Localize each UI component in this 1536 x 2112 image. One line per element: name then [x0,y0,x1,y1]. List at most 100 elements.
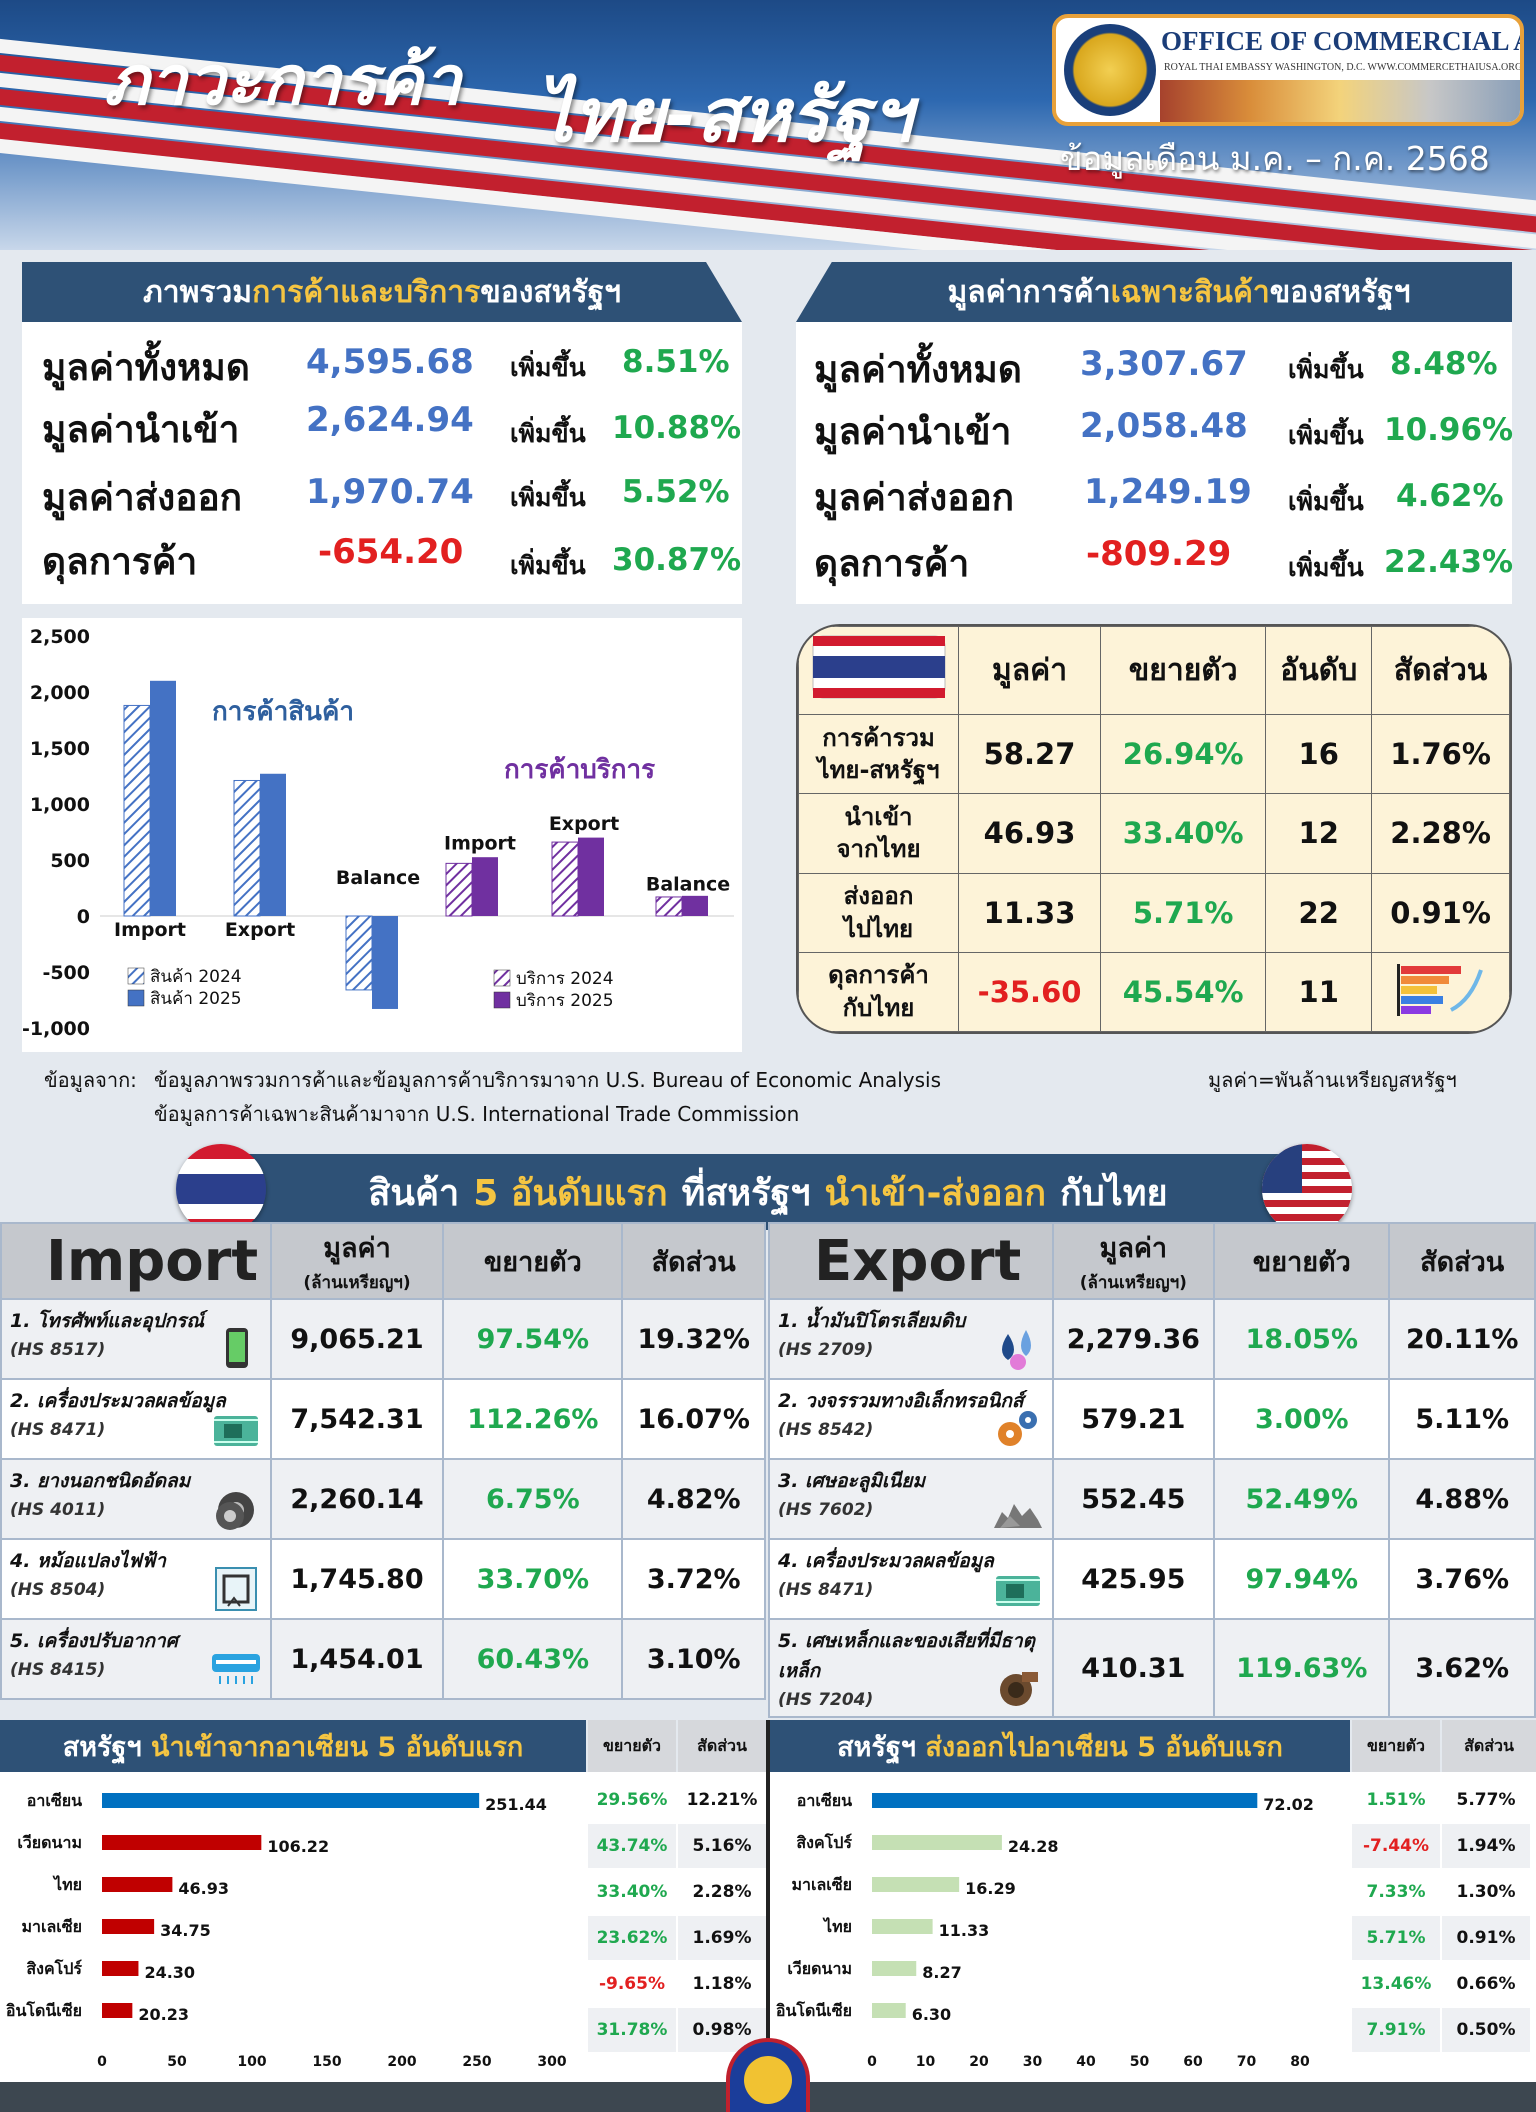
value-cell: 1,745.80 [269,1538,445,1620]
country-bar [102,1961,139,1976]
asean-export-title: สหรัฐฯ ส่งออกไปอาเซียน 5 อันดับแรก [770,1720,1350,1772]
table-row: 2. วงจรรวมทางอิเล็กทรอนิกส์ (HS 8542) 579.… [768,1378,1536,1460]
share-cell: 4.82% [621,1458,766,1540]
value-cell: 410.31 [1051,1618,1216,1718]
value-cell: 2,260.14 [269,1458,445,1540]
page-title-part1: ภาวะการค้า [104,42,462,121]
x-tick-label: 70 [1237,2054,1257,2070]
period-label: ข้อมูลเดือน ม.ค. – ก.ค. 2568 [1060,139,1490,178]
y-tick-label: 0 [77,906,90,928]
goods-row: มูลค่าส่งออก 1,249.19 เพิ่มขึ้น 4.62% [814,472,1504,519]
oil-drops-icon [992,1326,1044,1372]
growth-cell: 112.26% [442,1378,624,1460]
legend-swatch [493,969,511,987]
asean-import-title: สหรัฐฯ นำเข้าจากอาเซียน 5 อันดับแรก [0,1720,586,1772]
asean-share-cell: 2.28% [678,1870,766,1914]
circuit-board-icon [992,1566,1044,1612]
bar-value-label: 8.27 [922,1963,961,1982]
ranking-chart-icon [1371,951,1510,1032]
country-bar [872,1835,1002,1850]
x-tick-label: 0 [867,2054,877,2070]
asean-export-share-header: สัดส่วน [1442,1720,1536,1772]
bar-value-label: 34.75 [160,1921,211,1940]
asean-share-cell: 0.66% [1442,1962,1530,2006]
x-tick-label: 80 [1290,2054,1310,2070]
product-name-cell: 5. เครื่องปรับอากาศ (HS 8415) [0,1618,272,1700]
value-cell: 9,065.21 [269,1298,445,1380]
services-annotation: การค้าบริการ [504,755,655,785]
share-cell: 3.10% [621,1618,766,1700]
country-label: เวียดนาม [17,1833,82,1852]
asean-export-growth-header: ขยายตัว [1352,1720,1440,1772]
iron-scrap-icon [992,1664,1044,1710]
country-label: ไทย [52,1875,82,1894]
value-cell: 2,279.36 [1051,1298,1216,1380]
x-tick-label: 150 [312,2054,341,2070]
category-label: Balance [336,867,420,889]
legend-swatch [127,989,145,1007]
table-row: นำเข้า จากไทย 46.93 33.40% 12 2.28% [798,793,1510,874]
country-label: ไทย [822,1917,852,1936]
bar-value-label: 11.33 [939,1921,990,1940]
goods-title: มูลค่าการค้า เฉพาะสินค้า ของสหรัฐฯ [796,262,1512,322]
bar-goods-import [150,680,176,916]
overview-panel: มูลค่าทั้งหมด 4,595.68 เพิ่มขึ้น 8.51% ม… [22,322,742,604]
export-label: Export [768,1222,1054,1300]
category-label: Export [225,919,295,941]
share-cell: 4.88% [1388,1458,1536,1540]
col-value: มูลค่า [957,626,1102,715]
source-note-1: ข้อมูลภาพรวมการค้าและข้อมูลการค้าบริการม… [154,1068,942,1092]
category-label: Import [114,919,186,941]
country-label: อินโดนีเซีย [5,2000,82,2020]
x-tick-label: 250 [462,2054,491,2070]
asean-growth-cell: 43.74% [588,1824,676,1868]
import-top5-table: Import มูลค่า (ล้านเหรียญฯ) ขยายตัว สัดส่… [0,1222,766,1700]
asean-growth-cell: -7.44% [1352,1824,1440,1868]
country-bar [102,1919,155,1934]
bar-services-balance [655,896,683,917]
asean-growth-cell: 1.51% [1352,1778,1440,1822]
table-row: 4. หม้อแปลงไฟฟ้า (HS 8504) 1,745.80 33.70% 3… [0,1538,766,1620]
growth-cell: 3.00% [1213,1378,1391,1460]
x-tick-label: 50 [167,2054,187,2070]
country-bar [872,1793,1258,1808]
table-row: 3. เศษอะลูมิเนียม (HS 7602) 552.45 52.49% 4.… [768,1458,1536,1540]
asean-growth-cell: 7.91% [1352,2008,1440,2052]
growth-cell: 52.49% [1213,1458,1391,1540]
goods-row: ดุลการค้า -809.29 เพิ่มขึ้น 22.43% [814,534,1514,585]
circuit-board-icon [210,1406,262,1452]
y-tick-label: -1,000 [22,1018,90,1040]
product-name-cell: 3. ยางนอกชนิดอัดลม (HS 4011) [0,1458,272,1540]
share-cell: 3.62% [1388,1618,1536,1718]
x-tick-label: 100 [237,2054,266,2070]
country-label: เวียดนาม [787,1959,852,1978]
product-name-cell: 3. เศษอะลูมิเนียม (HS 7602) [768,1458,1054,1540]
x-tick-label: 10 [916,2054,936,2070]
asean-share-cell: 1.69% [678,1916,766,1960]
country-bar [102,1793,480,1808]
asean-share-cell: 5.16% [678,1824,766,1868]
source-note-2: ข้อมูลการค้าเฉพาะสินค้ามาจาก U.S. Intern… [154,1102,800,1126]
legend-label: สินค้า 2025 [150,989,242,1009]
source-label: ข้อมูลจาก: [44,1068,137,1092]
country-label: อาเซียน [27,1791,82,1810]
transformer-icon [210,1566,262,1612]
asean-import-chart: อาเซียน 251.44 เวียดนาม 106.22 ไทย 46.93 มาเลเ… [5,1791,566,2070]
top5-title: สินค้า 5 อันดับแรก ที่สหรัฐฯ นำเข้า-ส่งออกก… [222,1154,1314,1230]
asean-growth-cell: 31.78% [588,2008,676,2052]
asean-share-cell: 5.77% [1442,1778,1530,1822]
asean-growth-cell: 13.46% [1352,1962,1440,2006]
asean-share-cell: 0.91% [1442,1916,1530,1960]
legend-swatch [127,967,145,985]
y-tick-label: -500 [42,962,90,984]
thai-flag-cell [798,626,959,715]
value-cell: 425.95 [1051,1538,1216,1620]
asean-growth-cell: 23.62% [588,1916,676,1960]
country-label: มาเลเซีย [791,1875,852,1894]
logo: OFFICE OF COMMERCIAL AFFAIRS ROYAL THAI … [1052,14,1524,126]
import-label: Import [0,1222,272,1300]
category-label: Balance [646,874,730,896]
asean-growth-cell: 33.40% [588,1870,676,1914]
category-label: Export [549,813,619,835]
x-tick-label: 50 [1130,2054,1150,2070]
